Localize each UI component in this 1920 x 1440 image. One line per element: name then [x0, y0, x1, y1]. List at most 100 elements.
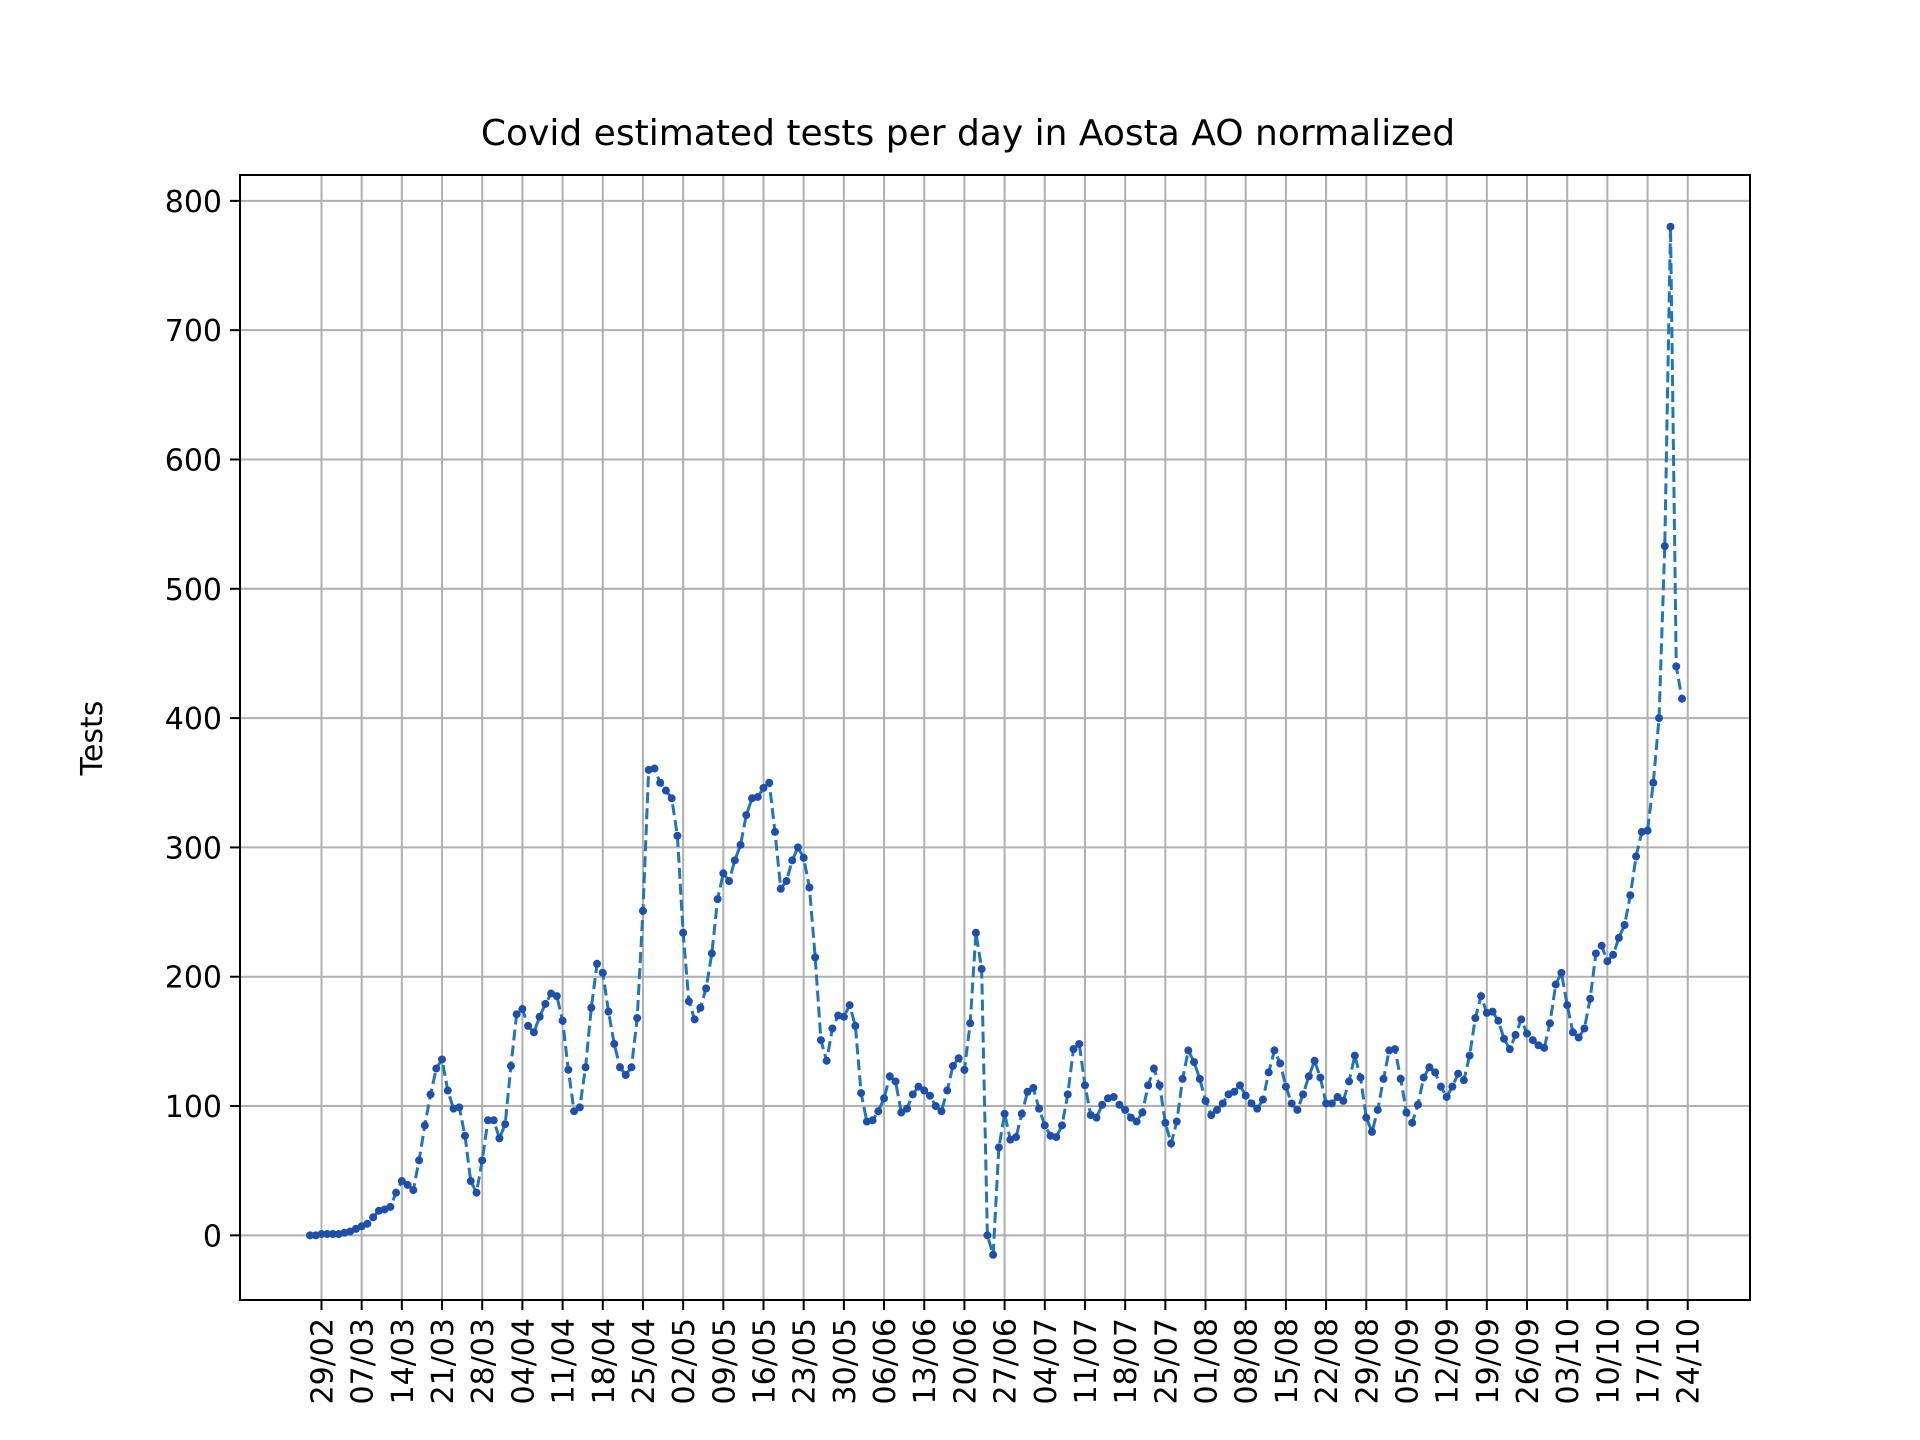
data-point [707, 949, 716, 958]
data-point [1448, 1082, 1457, 1091]
data-point [1379, 1074, 1388, 1083]
data-point [1402, 1108, 1411, 1117]
data-point [409, 1186, 418, 1195]
data-point [386, 1202, 395, 1211]
data-point [1465, 1051, 1474, 1060]
data-point [1511, 1030, 1520, 1039]
data-point [638, 906, 647, 915]
data-point [868, 1116, 877, 1125]
x-tick-label: 21/03 [426, 1318, 461, 1404]
data-point [328, 1230, 337, 1239]
data-point [598, 968, 607, 977]
data-point [931, 1102, 940, 1111]
data-point [1247, 1099, 1256, 1108]
data-point [1058, 1121, 1067, 1130]
x-tick-label: 08/08 [1230, 1318, 1265, 1404]
data-point [1270, 1046, 1279, 1055]
data-point [369, 1213, 378, 1222]
data-point [1258, 1095, 1267, 1104]
data-point [759, 783, 768, 792]
data-point [1586, 994, 1595, 1003]
x-tick-label: 01/08 [1190, 1318, 1225, 1404]
data-point [650, 764, 659, 773]
data-point [1098, 1100, 1107, 1109]
data-point [460, 1131, 469, 1140]
data-point [415, 1156, 424, 1165]
data-point [753, 792, 762, 801]
data-point [1069, 1045, 1078, 1054]
data-point [1012, 1133, 1021, 1142]
x-tick-label: 14/03 [386, 1318, 421, 1404]
y-tick-label: 700 [165, 314, 222, 349]
data-point [1322, 1099, 1331, 1108]
data-point [1580, 1024, 1589, 1033]
y-axis: 0 100 200 300 400 500 600 700 800 [165, 185, 240, 1254]
x-tick-label: 15/08 [1270, 1318, 1305, 1404]
data-point [1092, 1113, 1101, 1122]
data-point [1500, 1034, 1509, 1043]
data-point [776, 884, 785, 893]
x-tick-label: 25/04 [627, 1318, 662, 1404]
data-point [1276, 1059, 1285, 1068]
data-point [1316, 1073, 1325, 1082]
data-point [1144, 1081, 1153, 1090]
data-point [1649, 778, 1658, 787]
data-point [1471, 1014, 1480, 1023]
data-point [1218, 1099, 1227, 1108]
data-point [426, 1090, 435, 1099]
data-point [845, 1001, 854, 1010]
data-point [851, 1021, 860, 1030]
data-point [971, 928, 980, 937]
data-point [690, 1015, 699, 1024]
data-point [977, 964, 986, 973]
data-point [805, 883, 814, 892]
data-point [1333, 1092, 1342, 1101]
x-tick-label: 09/05 [707, 1318, 742, 1404]
data-point [627, 1063, 636, 1072]
x-tick-label: 03/10 [1551, 1318, 1586, 1404]
data-point [581, 1063, 590, 1072]
data-point [1075, 1039, 1084, 1048]
data-point [719, 869, 728, 878]
data-point [1350, 1051, 1359, 1060]
x-tick-label: 27/06 [989, 1318, 1024, 1404]
data-point [524, 1021, 533, 1030]
y-tick-label: 800 [165, 185, 222, 220]
x-tick-label: 11/07 [1069, 1318, 1104, 1404]
data-point [1023, 1087, 1032, 1096]
data-point [1253, 1104, 1262, 1113]
x-tick-label: 29/08 [1350, 1318, 1385, 1404]
data-point [920, 1086, 929, 1095]
plot-area [239, 174, 1751, 1301]
data-point [1299, 1090, 1308, 1099]
data-point [1017, 1109, 1026, 1118]
data-point [495, 1134, 504, 1143]
data-point [816, 1036, 825, 1045]
data-point [570, 1107, 579, 1116]
data-point [621, 1071, 630, 1079]
data-point [1540, 1043, 1549, 1052]
data-point [1563, 1001, 1572, 1010]
data-point [1241, 1091, 1250, 1100]
data-point [885, 1072, 894, 1081]
data-point [765, 778, 774, 787]
data-point [736, 840, 745, 849]
data-point [954, 1054, 963, 1063]
data-point [1436, 1082, 1445, 1091]
data-point [989, 1250, 998, 1259]
data-point [908, 1090, 917, 1099]
data-point [828, 1024, 837, 1033]
x-tick-label: 04/07 [1029, 1318, 1064, 1404]
data-point [839, 1012, 848, 1021]
data-point [633, 1014, 642, 1023]
data-point [593, 959, 602, 968]
data-point [1390, 1045, 1399, 1054]
x-tick-label: 17/10 [1632, 1318, 1667, 1404]
data-point [512, 1010, 521, 1019]
data-point [1373, 1105, 1382, 1114]
x-tick-label: 02/05 [667, 1318, 702, 1404]
data-point [874, 1107, 883, 1116]
data-point [742, 811, 751, 820]
data-point [943, 1086, 952, 1095]
data-point [1408, 1118, 1417, 1127]
